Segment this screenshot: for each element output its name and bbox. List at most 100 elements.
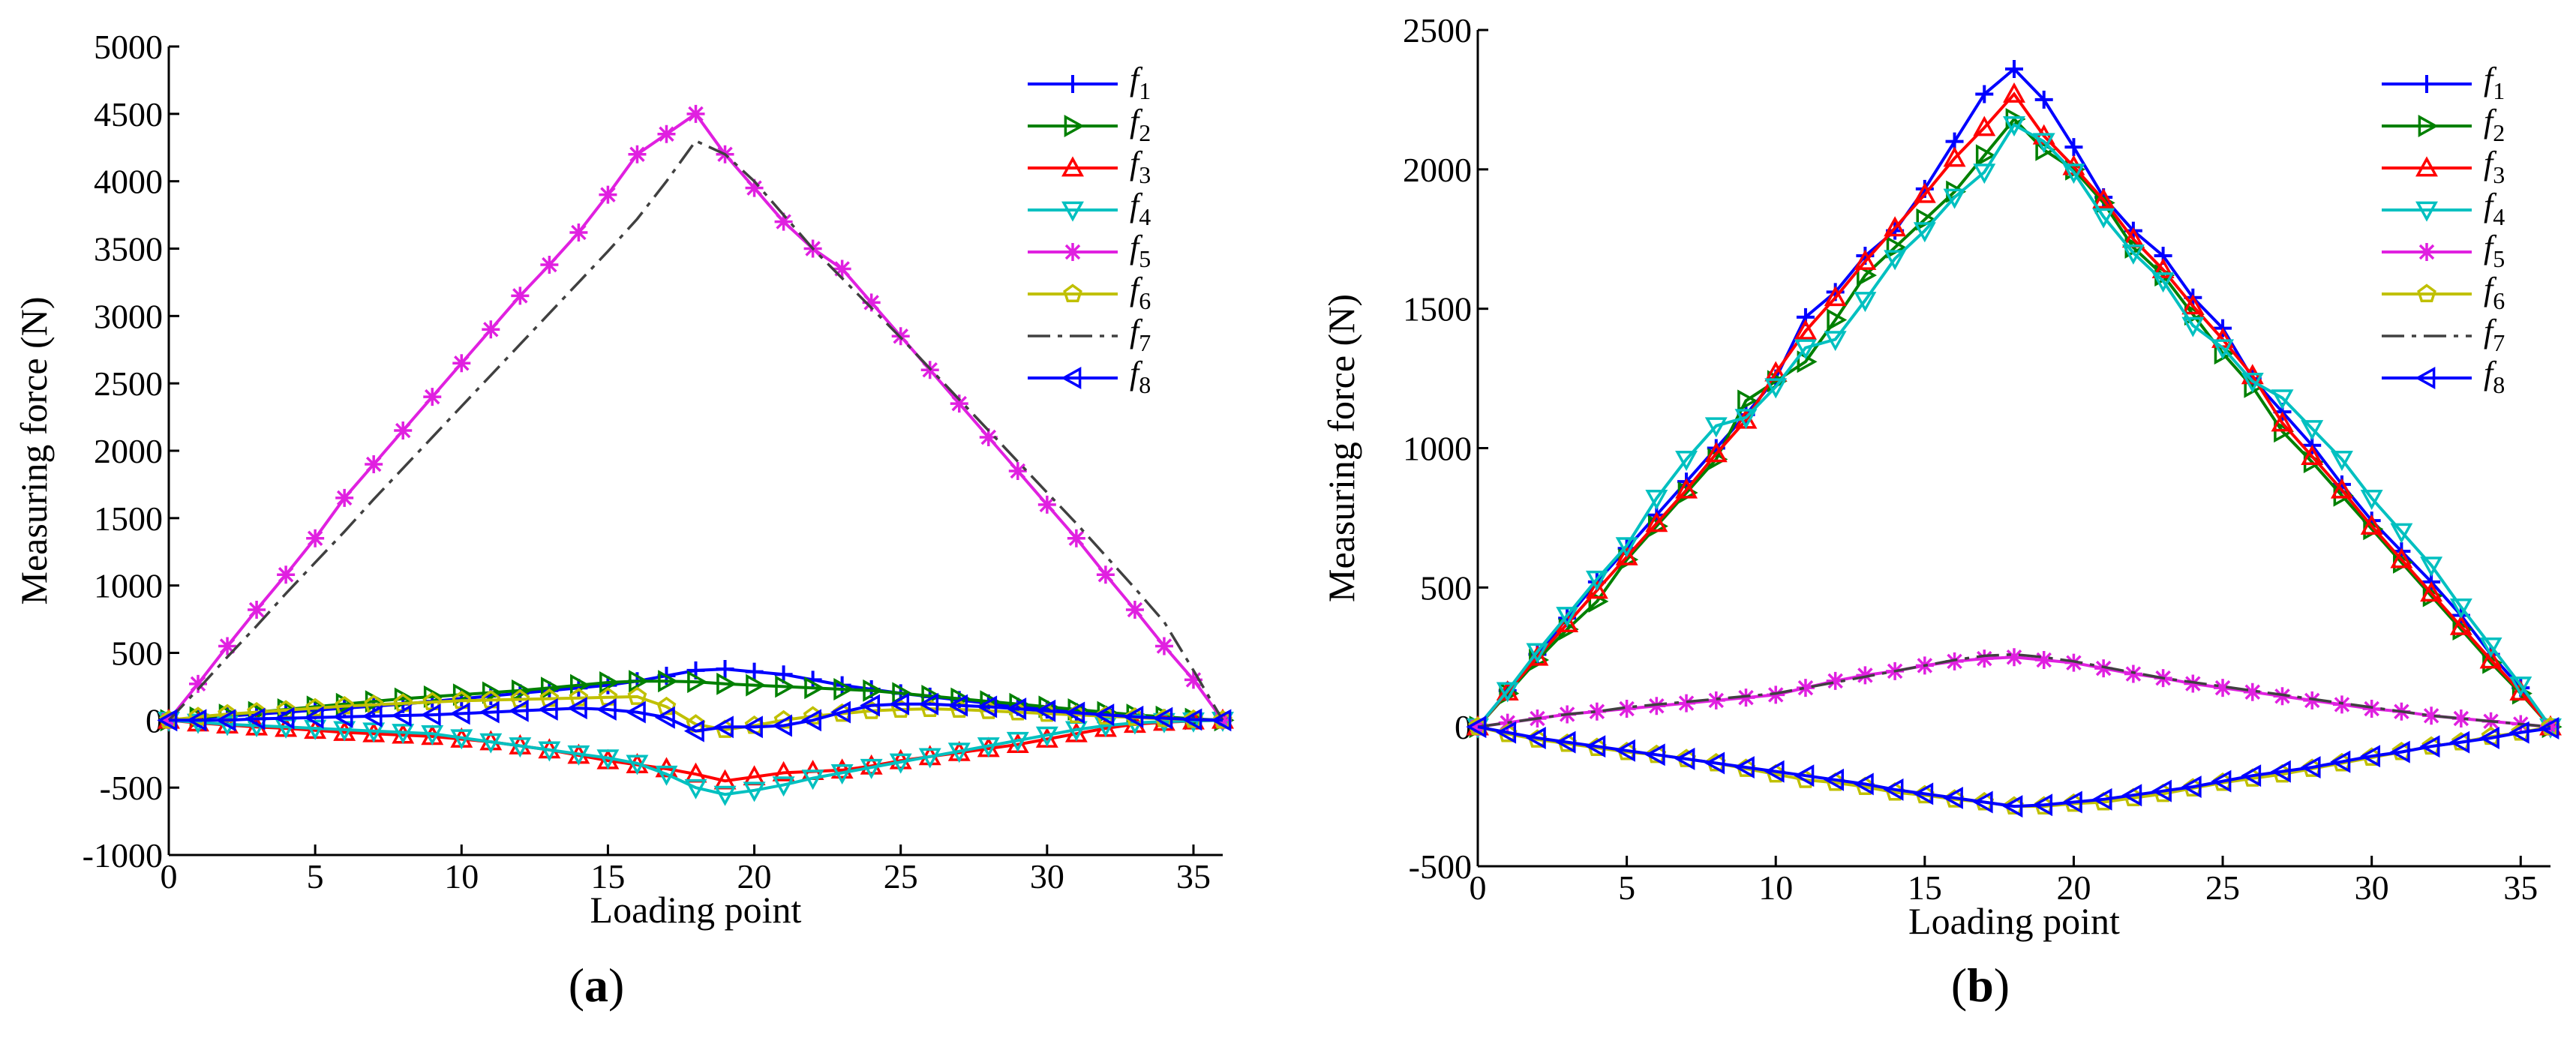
panel-a-point-f2 (804, 676, 825, 700)
panel-b-series-line-f3 (1476, 92, 2552, 728)
panel-b-point-f8 (2478, 727, 2499, 750)
panel-a-point-f8 (1064, 701, 1085, 724)
panel-b-legend-label-f1: f1 (2484, 61, 2505, 104)
panel-b-series-f3 (1467, 82, 2562, 736)
panel-b-point-f8 (1466, 716, 1487, 739)
panel-a-x-tick-label: 20 (737, 857, 772, 896)
panel-b-point-f8 (2360, 745, 2381, 768)
panel-b-point-f3 (1645, 512, 1668, 532)
panel-a-y-tick-label: 500 (111, 634, 163, 673)
panel-b-legend-label-f2: f2 (2484, 103, 2505, 146)
panel-b-point-f4 (2301, 420, 2324, 441)
panel-a-y-tick-label: 3500 (94, 230, 163, 268)
panel-a-y-tick-label: 2000 (94, 432, 163, 470)
panel-b-x-tick-label: 30 (2355, 868, 2389, 907)
panel-a-series-f7 (167, 139, 1224, 722)
panel-b-point-f3 (2360, 514, 2383, 535)
panel-b-point-f8 (1585, 735, 1606, 758)
panel-b-point-f4 (1794, 339, 1817, 360)
panel-b-point-f8 (1883, 778, 1904, 801)
caption-b-close: ) (1994, 958, 2010, 1012)
panel-a-point-f5 (452, 354, 471, 373)
panel-a-point-f5 (482, 320, 500, 339)
panel-a-point-f6 (305, 698, 326, 717)
panel-b-legend-marker-f3 (2415, 156, 2438, 177)
panel-a-point-f8 (889, 692, 910, 716)
panel-a-series-f5 (160, 104, 1232, 730)
panel-a-point-f2 (687, 670, 708, 694)
caption-b-letter: b (1967, 958, 1994, 1012)
panel-a-point-f5 (189, 674, 208, 693)
panel-b-point-f4 (2449, 598, 2472, 619)
panel-a-point-f8 (186, 709, 207, 732)
panel-a-point-f4 (362, 722, 386, 743)
panel-a-point-f5 (628, 145, 647, 164)
panel-a-point-f4 (655, 765, 678, 786)
panel-a-series-line-f6 (168, 694, 1223, 731)
panel-a-point-f5 (1125, 601, 1144, 620)
panel-b-point-f8 (2032, 794, 2053, 817)
panel-a-point-f4 (509, 737, 532, 758)
panel-a-point-f4 (830, 764, 854, 785)
panel-a-point-f2 (511, 679, 532, 702)
panel-a-point-f5 (1154, 637, 1173, 656)
panel-b-point-f4 (1824, 331, 1847, 352)
panel-b-point-f8 (1555, 730, 1576, 754)
panel-a-point-f2 (833, 678, 854, 700)
panel-a-point-f8 (742, 716, 763, 739)
panel-b-point-f3 (1794, 319, 1817, 340)
panel-a-point-f5 (511, 286, 530, 305)
panel-b-point-f4 (2241, 372, 2264, 393)
panel-a-y-tick-label: -500 (100, 769, 163, 807)
panel-b-y-tick-label: 2000 (1403, 151, 1472, 189)
panel-b-point-f4 (2330, 451, 2353, 471)
panel-a-point-f6 (569, 688, 589, 706)
panel-a-y-axis-label: Measuring force (N) (13, 297, 55, 605)
panel-a-point-f2 (716, 672, 737, 695)
panel-a-point-f8 (1035, 699, 1056, 722)
panel-b-point-f1 (2064, 138, 2083, 157)
panel-a-point-f8 (215, 709, 236, 732)
panel-b-point-f3 (2390, 548, 2413, 568)
panel-a-point-f4 (626, 754, 649, 776)
panel-a-point-f2 (863, 679, 884, 702)
panel-a-legend-marker-f2 (1064, 115, 1085, 137)
panel-b-point-f3 (2479, 648, 2502, 669)
panel-a-legend-marker-f8 (1061, 367, 1082, 389)
panel-b-point-f8 (1704, 752, 1725, 775)
panel-a-point-f4 (421, 724, 444, 746)
panel-a-y-tick-label: 0 (146, 701, 163, 740)
panel-a-point-f3 (772, 760, 795, 782)
caption-a-letter: a (584, 958, 608, 1012)
panel-b-point-f4 (2121, 244, 2145, 265)
panel-b-point-f8 (2211, 770, 2232, 793)
panel-b-series-line-f6 (1477, 725, 2551, 808)
panel-a-point-f8 (1211, 709, 1232, 732)
panel-b-legend-label-f8: f8 (2484, 355, 2505, 398)
panel-a-x-tick-label: 10 (444, 857, 479, 896)
panel-b-series-f8 (1466, 716, 2559, 818)
panel-a-legend-marker-f4 (1061, 201, 1084, 222)
panel-b-series-f7 (1477, 652, 2551, 728)
panel-b-legend-marker-f5 (2418, 243, 2436, 261)
panel-b-point-f8 (1644, 743, 1665, 766)
panel-a-y-tick-label: -1000 (83, 836, 163, 874)
panel-a-series-line-f4 (168, 718, 1223, 796)
panel-b-point-f5 (2005, 648, 2023, 667)
panel-a-legend-label-f3: f3 (1130, 145, 1151, 188)
caption-b-open: ( (1951, 958, 1967, 1012)
panel-a-point-f2 (746, 674, 767, 697)
panel-b-point-f5 (2034, 650, 2053, 669)
panel-a-point-f1 (745, 662, 764, 681)
panel-a-point-f4 (743, 782, 766, 802)
panel-a-point-f8 (771, 714, 792, 737)
panel-b-series-line-f7 (1477, 652, 2551, 728)
panel-b-point-f4 (2181, 316, 2205, 338)
panel-b-legend-marker-f2 (2418, 115, 2439, 137)
panel-b-point-f1 (2005, 60, 2023, 79)
panel-b-legend-marker-f6 (2417, 284, 2436, 302)
panel-b-point-f4 (1645, 490, 1668, 511)
panel-a-series-line-f7 (167, 139, 1224, 722)
panel-b-point-f5 (1945, 652, 1964, 670)
panel-a-point-f5 (277, 566, 296, 584)
